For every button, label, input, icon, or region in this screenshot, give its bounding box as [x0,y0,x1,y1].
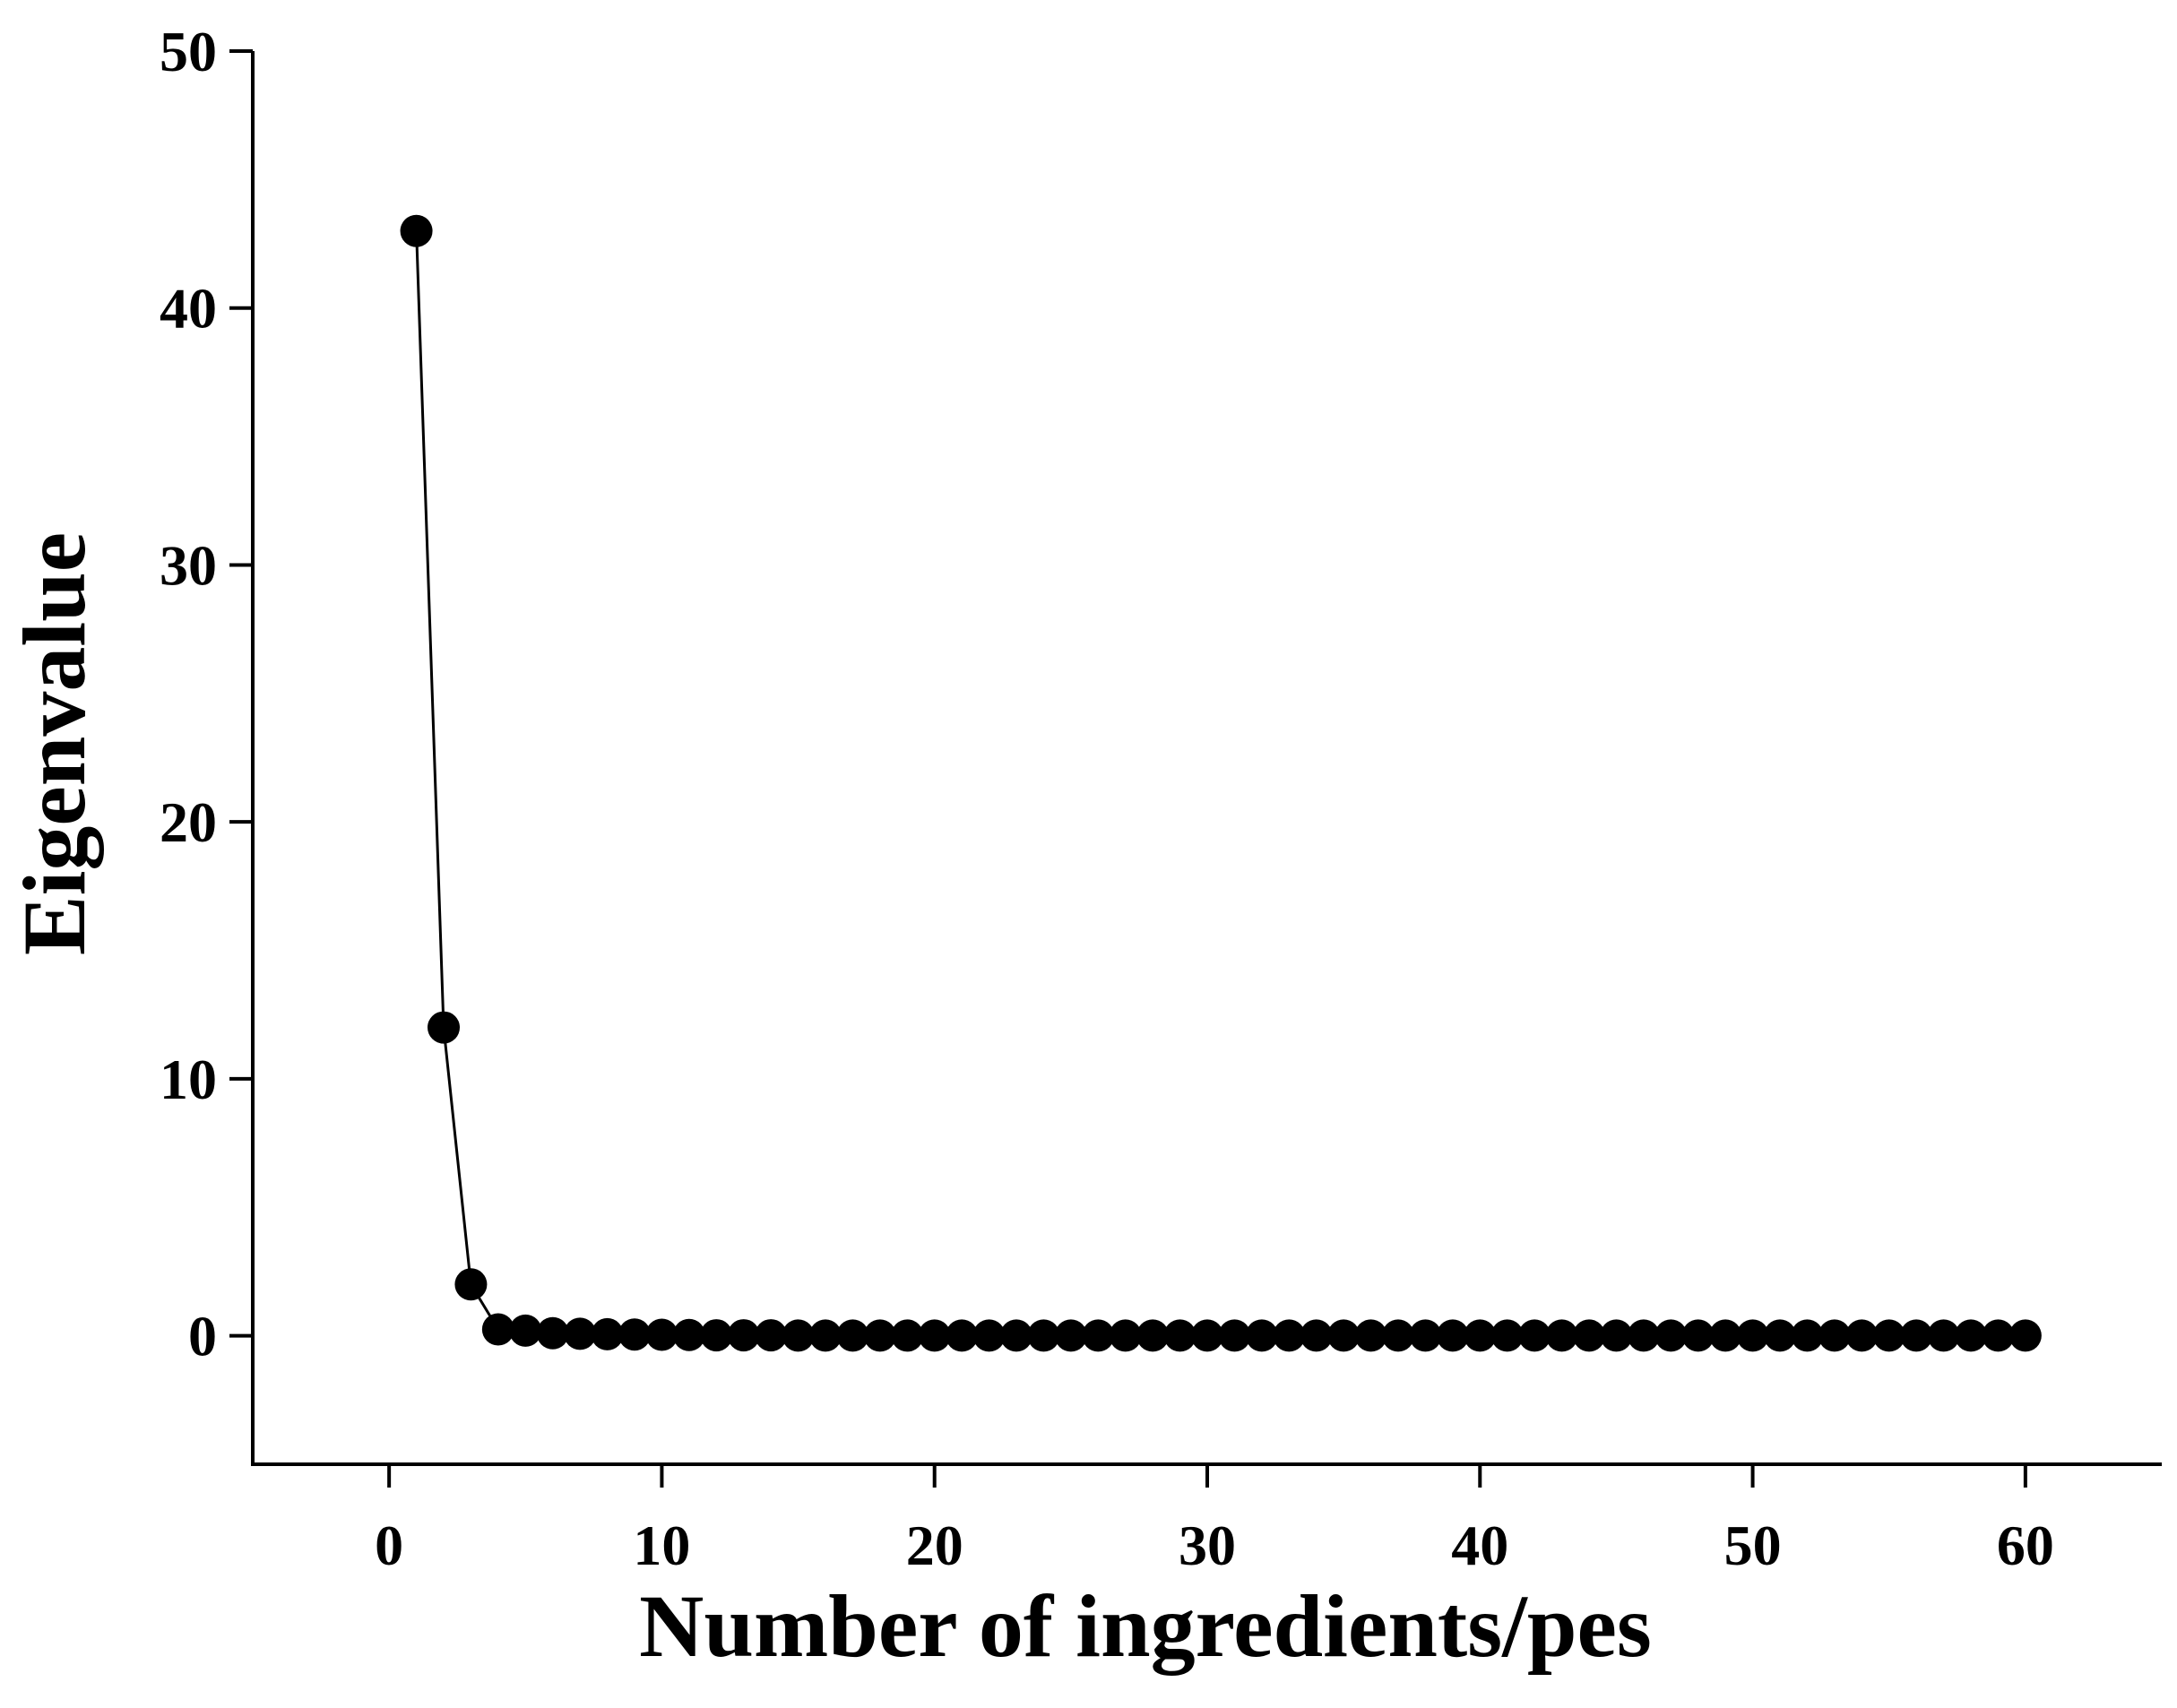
y-tick-label: 50 [160,20,217,83]
data-point [1955,1319,1987,1352]
data-point [1082,1319,1115,1352]
data-point [782,1319,815,1352]
data-point [1791,1319,1824,1352]
data-point [481,1313,514,1346]
data-point [1845,1319,1879,1352]
data-point [1054,1319,1087,1352]
y-tick-label: 20 [160,790,217,854]
axes [251,51,2162,1466]
data-point [2009,1319,2042,1352]
data-point [1736,1319,1769,1352]
data-point [672,1318,705,1351]
data-point [1764,1319,1796,1352]
data-point [1191,1319,1223,1352]
data-point [1109,1319,1142,1352]
y-tick-label: 40 [160,277,217,341]
y-tick-label: 0 [188,1305,217,1368]
data-point [1545,1319,1578,1352]
x-tick-label: 60 [1997,1514,2054,1577]
data-point [1982,1319,2015,1352]
data-point [1818,1319,1851,1352]
data-point [891,1319,924,1352]
data-point [946,1319,979,1352]
data-point [1627,1319,1660,1352]
data-point [1464,1319,1497,1352]
data-point [1872,1319,1905,1352]
data-point [972,1319,1006,1352]
data-point [1600,1319,1633,1352]
data-point [1218,1319,1251,1352]
data-point [1382,1319,1414,1352]
data-point [1927,1319,1960,1352]
data-point [1163,1319,1196,1352]
data-point [564,1317,597,1350]
data-point [1518,1319,1551,1352]
data-point [700,1319,733,1352]
data-point [1409,1319,1442,1352]
x-tick-label: 20 [906,1514,963,1577]
data-point [618,1318,651,1351]
series-line [415,230,2026,1337]
data-point [1573,1319,1605,1352]
y-tick-label: 10 [160,1048,217,1111]
data-point [1027,1319,1060,1352]
data-point [1709,1319,1742,1352]
data-point [1300,1319,1333,1352]
data-point [428,1011,460,1044]
y-tick-label: 30 [160,533,217,597]
x-tick-label: 10 [633,1514,690,1577]
data-point [755,1319,788,1352]
data-point [863,1319,896,1352]
x-axis-title: Number of ingredients/pes [639,1576,1652,1676]
ticks: 0 10 20 30 40 50 0 10 20 30 40 50 60 [160,20,2054,1577]
data-point [1490,1319,1524,1352]
x-tick-label: 50 [1724,1514,1782,1577]
data-point [1000,1319,1032,1352]
data-point [509,1314,542,1347]
data-point [1436,1319,1469,1352]
data-point [1327,1319,1361,1352]
data-point [918,1319,951,1352]
series [400,214,2042,1352]
data-point [1654,1319,1688,1352]
y-axis-title: Eigenvalue [4,532,104,955]
data-point [836,1319,869,1352]
data-point [645,1318,678,1351]
data-point [809,1319,842,1352]
data-point [400,214,433,247]
data-point [1354,1319,1387,1352]
x-tick-label: 0 [375,1514,403,1577]
data-point [727,1319,760,1352]
data-point [454,1268,488,1301]
data-point [1681,1319,1715,1352]
data-point [1245,1319,1278,1352]
data-point [1900,1319,1933,1352]
data-point [591,1317,624,1350]
x-tick-label: 40 [1451,1514,1508,1577]
data-point [536,1316,569,1350]
x-tick-label: 30 [1179,1514,1236,1577]
data-point [1273,1319,1306,1352]
data-point [1136,1319,1170,1352]
